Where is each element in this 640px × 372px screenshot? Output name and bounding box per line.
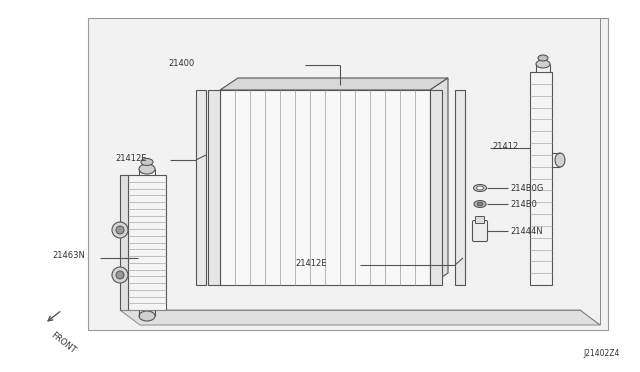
Text: 214B0: 214B0 xyxy=(510,199,537,208)
Polygon shape xyxy=(530,72,552,285)
Ellipse shape xyxy=(474,185,486,192)
Polygon shape xyxy=(220,90,430,285)
Text: 21412E: 21412E xyxy=(115,154,147,163)
Text: 21463N: 21463N xyxy=(52,251,85,260)
Polygon shape xyxy=(430,90,442,285)
Ellipse shape xyxy=(555,153,565,167)
Polygon shape xyxy=(208,90,220,285)
Polygon shape xyxy=(196,90,206,285)
Text: 21400: 21400 xyxy=(168,58,195,67)
Polygon shape xyxy=(120,310,600,325)
Circle shape xyxy=(112,222,128,238)
Circle shape xyxy=(112,267,128,283)
Polygon shape xyxy=(120,175,128,310)
Ellipse shape xyxy=(139,311,155,321)
Ellipse shape xyxy=(474,201,486,208)
Ellipse shape xyxy=(477,186,483,190)
Text: FRONT: FRONT xyxy=(49,330,77,355)
Text: 21444N: 21444N xyxy=(510,227,543,235)
Ellipse shape xyxy=(477,202,483,206)
FancyBboxPatch shape xyxy=(472,221,488,241)
Circle shape xyxy=(116,271,124,279)
Ellipse shape xyxy=(538,55,548,61)
Polygon shape xyxy=(430,78,448,285)
Text: 21412E: 21412E xyxy=(295,259,326,267)
Text: 21412: 21412 xyxy=(492,141,518,151)
Ellipse shape xyxy=(139,164,155,174)
Ellipse shape xyxy=(536,60,550,68)
Polygon shape xyxy=(128,175,166,310)
Text: J21402Z4: J21402Z4 xyxy=(584,349,620,358)
Ellipse shape xyxy=(141,158,153,166)
Bar xyxy=(88,18,608,330)
FancyBboxPatch shape xyxy=(476,217,484,224)
Polygon shape xyxy=(455,90,465,285)
Text: 214B0G: 214B0G xyxy=(510,183,543,192)
Circle shape xyxy=(116,226,124,234)
Polygon shape xyxy=(220,78,448,90)
